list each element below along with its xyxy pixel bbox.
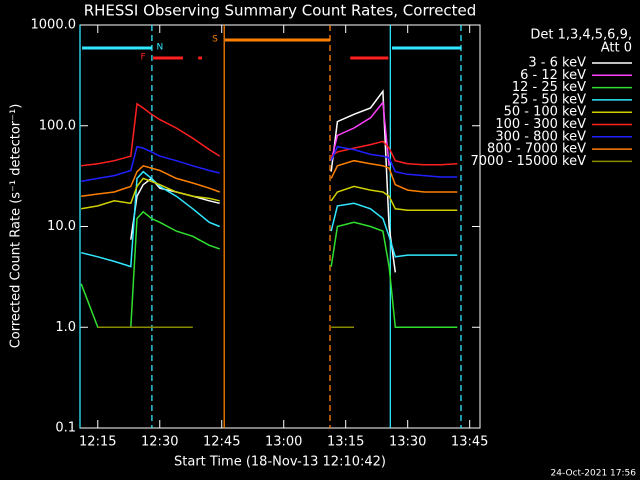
x-tick-label: 13:15 (327, 435, 364, 450)
flag-label: S (212, 35, 218, 45)
x-tick-label: 13:30 (389, 435, 426, 450)
legend-label: 3 - 6 keV (528, 56, 586, 71)
x-tick-label: 13:45 (451, 435, 488, 450)
flag-label: F (141, 53, 146, 63)
x-tick-label: 13:00 (265, 435, 302, 450)
y-tick-label: 1000.0 (31, 18, 77, 33)
x-tick-label: 12:15 (79, 435, 116, 450)
y-axis-label: Corrected Count Rate (s⁻¹ detector⁻¹) (9, 104, 24, 349)
series-line (81, 159, 458, 197)
x-axis-label: Start Time (18-Nov-13 12:10:42) (174, 455, 386, 470)
legend-label: 25 - 50 keV (512, 92, 586, 107)
legend-title: Att 0 (601, 41, 632, 56)
x-tick-label: 12:45 (203, 435, 240, 450)
plot-frame (79, 24, 481, 429)
legend-title: Det 1,3,4,5,6,9, (530, 28, 632, 43)
series-line (81, 145, 458, 183)
legend-label: 800 - 7000 keV (487, 142, 586, 157)
y-tick-label: 0.1 (55, 421, 76, 436)
chart-title: RHESSI Observing Summary Count Rates, Co… (84, 2, 477, 20)
series-line (130, 89, 397, 273)
series-line (81, 102, 458, 167)
legend-label: 300 - 800 keV (495, 129, 586, 144)
legend-label: 50 - 100 keV (504, 105, 587, 120)
series-line (81, 170, 458, 268)
x-tick-label: 12:30 (141, 435, 178, 450)
series-line (80, 210, 458, 329)
y-tick-label: 10.0 (47, 219, 76, 234)
legend-label: 100 - 300 keV (495, 117, 586, 132)
y-tick-label: 1.0 (55, 320, 76, 335)
series-line (330, 100, 390, 166)
y-tick-label: 100.0 (39, 118, 76, 133)
footer: 24-Oct-2021 17:56 (551, 469, 637, 479)
flag-label: N (157, 43, 164, 53)
series-line (81, 177, 458, 211)
legend-label: 12 - 25 keV (512, 80, 586, 95)
legend-label: 6 - 12 keV (520, 68, 586, 83)
legend-label: 7000 - 15000 keV (471, 154, 587, 169)
